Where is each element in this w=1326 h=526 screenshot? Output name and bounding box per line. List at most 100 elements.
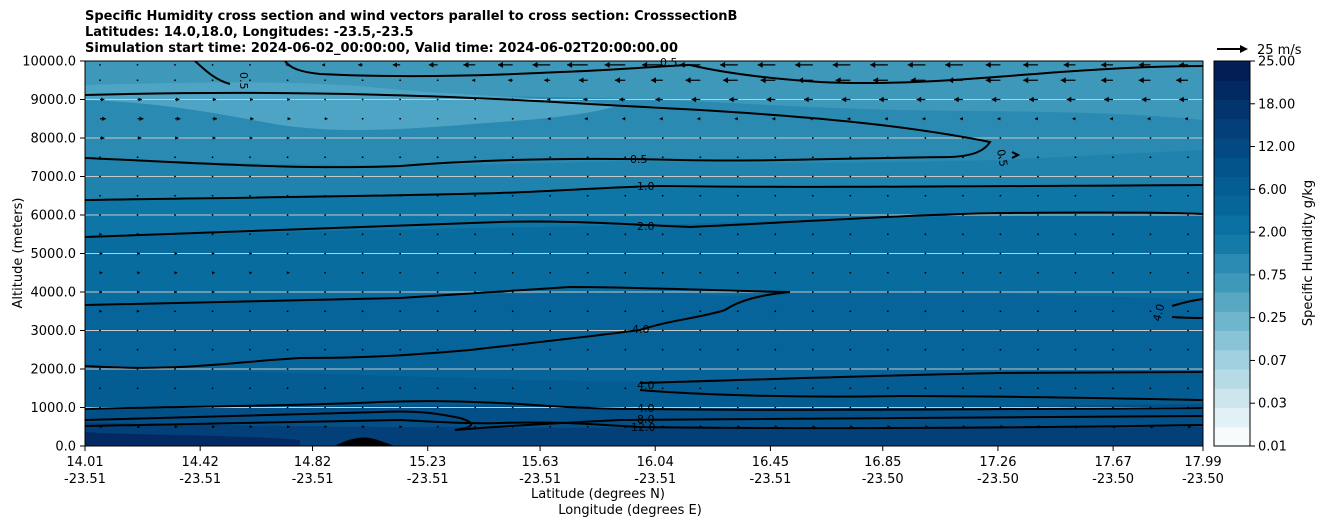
wind-vector [361,329,364,332]
wind-vector [174,310,176,313]
wind-vector-dot [436,291,439,293]
wind-vector-dot [924,233,927,236]
wind-vector [286,175,289,178]
wind-vector-dot [436,271,439,274]
wind-vector [583,97,588,102]
wind-vector [1149,368,1152,370]
wind-vector-dot [1149,329,1152,332]
wind-vector [436,387,439,390]
wind-vector [1138,77,1151,84]
wind-vector [399,117,402,120]
wind-vector [99,194,101,197]
wind-vector [736,156,739,159]
wind-vector [811,233,814,236]
wind-vector-head [841,96,847,103]
wind-vector-head [728,96,734,103]
wind-vector [736,214,739,216]
wind-vector-dot [324,406,327,409]
colorbar-tick-label: 2.00 [1258,226,1287,241]
wind-vector-dot [249,233,251,236]
wind-vector [1060,77,1076,84]
wind-vector-dot [399,310,402,313]
wind-vector [361,175,364,178]
wind-vector [249,425,253,429]
wind-vector-head [1150,425,1154,429]
contour-labels: 0.5 0.5 0.5 0.5 1.0 2.0 4.0 4.0 4.0 4.0 … [237,56,1167,434]
wind-vector-dot [324,310,327,313]
wind-vector-dot [924,291,927,293]
wind-vector [286,156,289,159]
wind-vector-head [101,97,105,102]
wind-vector-dot [1187,329,1189,332]
wind-vector [661,425,665,429]
wind-vector-dot [1112,310,1114,313]
wind-vector-dot [474,194,477,197]
wind-vector-dot [736,291,739,293]
wind-vector-dot [511,233,514,236]
wind-vector-dot [1187,271,1189,274]
wind-vector [1037,214,1039,216]
wind-vector [212,97,217,102]
wind-vector [586,387,589,390]
wind-vector [1034,117,1038,121]
wind-vector [1187,291,1189,293]
wind-vector-head [1060,77,1066,84]
wind-vector-head [1034,117,1038,121]
wind-vector-dot [249,368,251,370]
wind-vector [624,214,627,216]
wind-vector [584,117,588,121]
wind-vector [1037,137,1039,139]
wind-vector [661,271,664,274]
wind-vector [1037,368,1039,370]
wind-vector-dot [849,329,852,332]
colorbar-tick-label: 0.75 [1258,268,1287,283]
wind-vector [99,175,101,178]
wind-vector-dot [136,156,139,159]
wind-vector [510,97,514,102]
wind-vector [999,175,1002,178]
wind-vector-dot [174,79,176,82]
wind-vector-dot [511,348,514,351]
wind-vector [624,425,628,429]
wind-vector-dot [174,194,176,197]
contour-fill-midlevel [85,213,1203,305]
wind-vector-dot [324,271,327,274]
wind-vector [997,117,1001,121]
chart-title-line-2: Latitudes: 14.0,18.0, Longitudes: -23.5,… [85,25,414,40]
wind-vector [736,406,739,409]
contour-label-4-0-c: 4.0 [637,379,655,392]
wind-vector [849,252,852,255]
wind-vector-dot [474,291,477,293]
wind-vector [757,61,776,68]
wind-vector [399,137,402,139]
wind-vector [811,137,814,139]
wind-vector [624,252,627,255]
contour-line-8-0 [85,400,1203,411]
x-tick-label-lon: -23.50 [1182,472,1224,487]
wind-vector-dot [961,310,964,313]
wind-vector-dot [811,156,814,159]
wind-vector-dot [361,406,364,409]
wind-vector [924,156,927,159]
wind-vector-head [174,425,178,429]
wind-vector [586,406,589,409]
wind-vector-dot [1037,291,1039,293]
wind-vector [324,406,327,409]
wind-vector-head [849,425,853,429]
wind-vector [136,79,139,82]
wind-vector-head [211,425,215,429]
wind-vector [474,233,477,236]
wind-vector [661,252,664,255]
wind-vector [699,252,702,255]
wind-vector [211,310,214,313]
wind-vector-dot [361,271,364,274]
wind-vector-dot [624,406,627,409]
contour-label-0-5-b: 0.5 [660,56,678,69]
wind-vector-dot [549,310,552,313]
wind-vector [286,271,290,275]
wind-vector [136,387,139,390]
wind-vector-head [211,290,215,294]
wind-vector-dot [661,137,664,139]
wind-vector-dot [849,214,852,216]
wind-vector-dot [849,310,852,313]
